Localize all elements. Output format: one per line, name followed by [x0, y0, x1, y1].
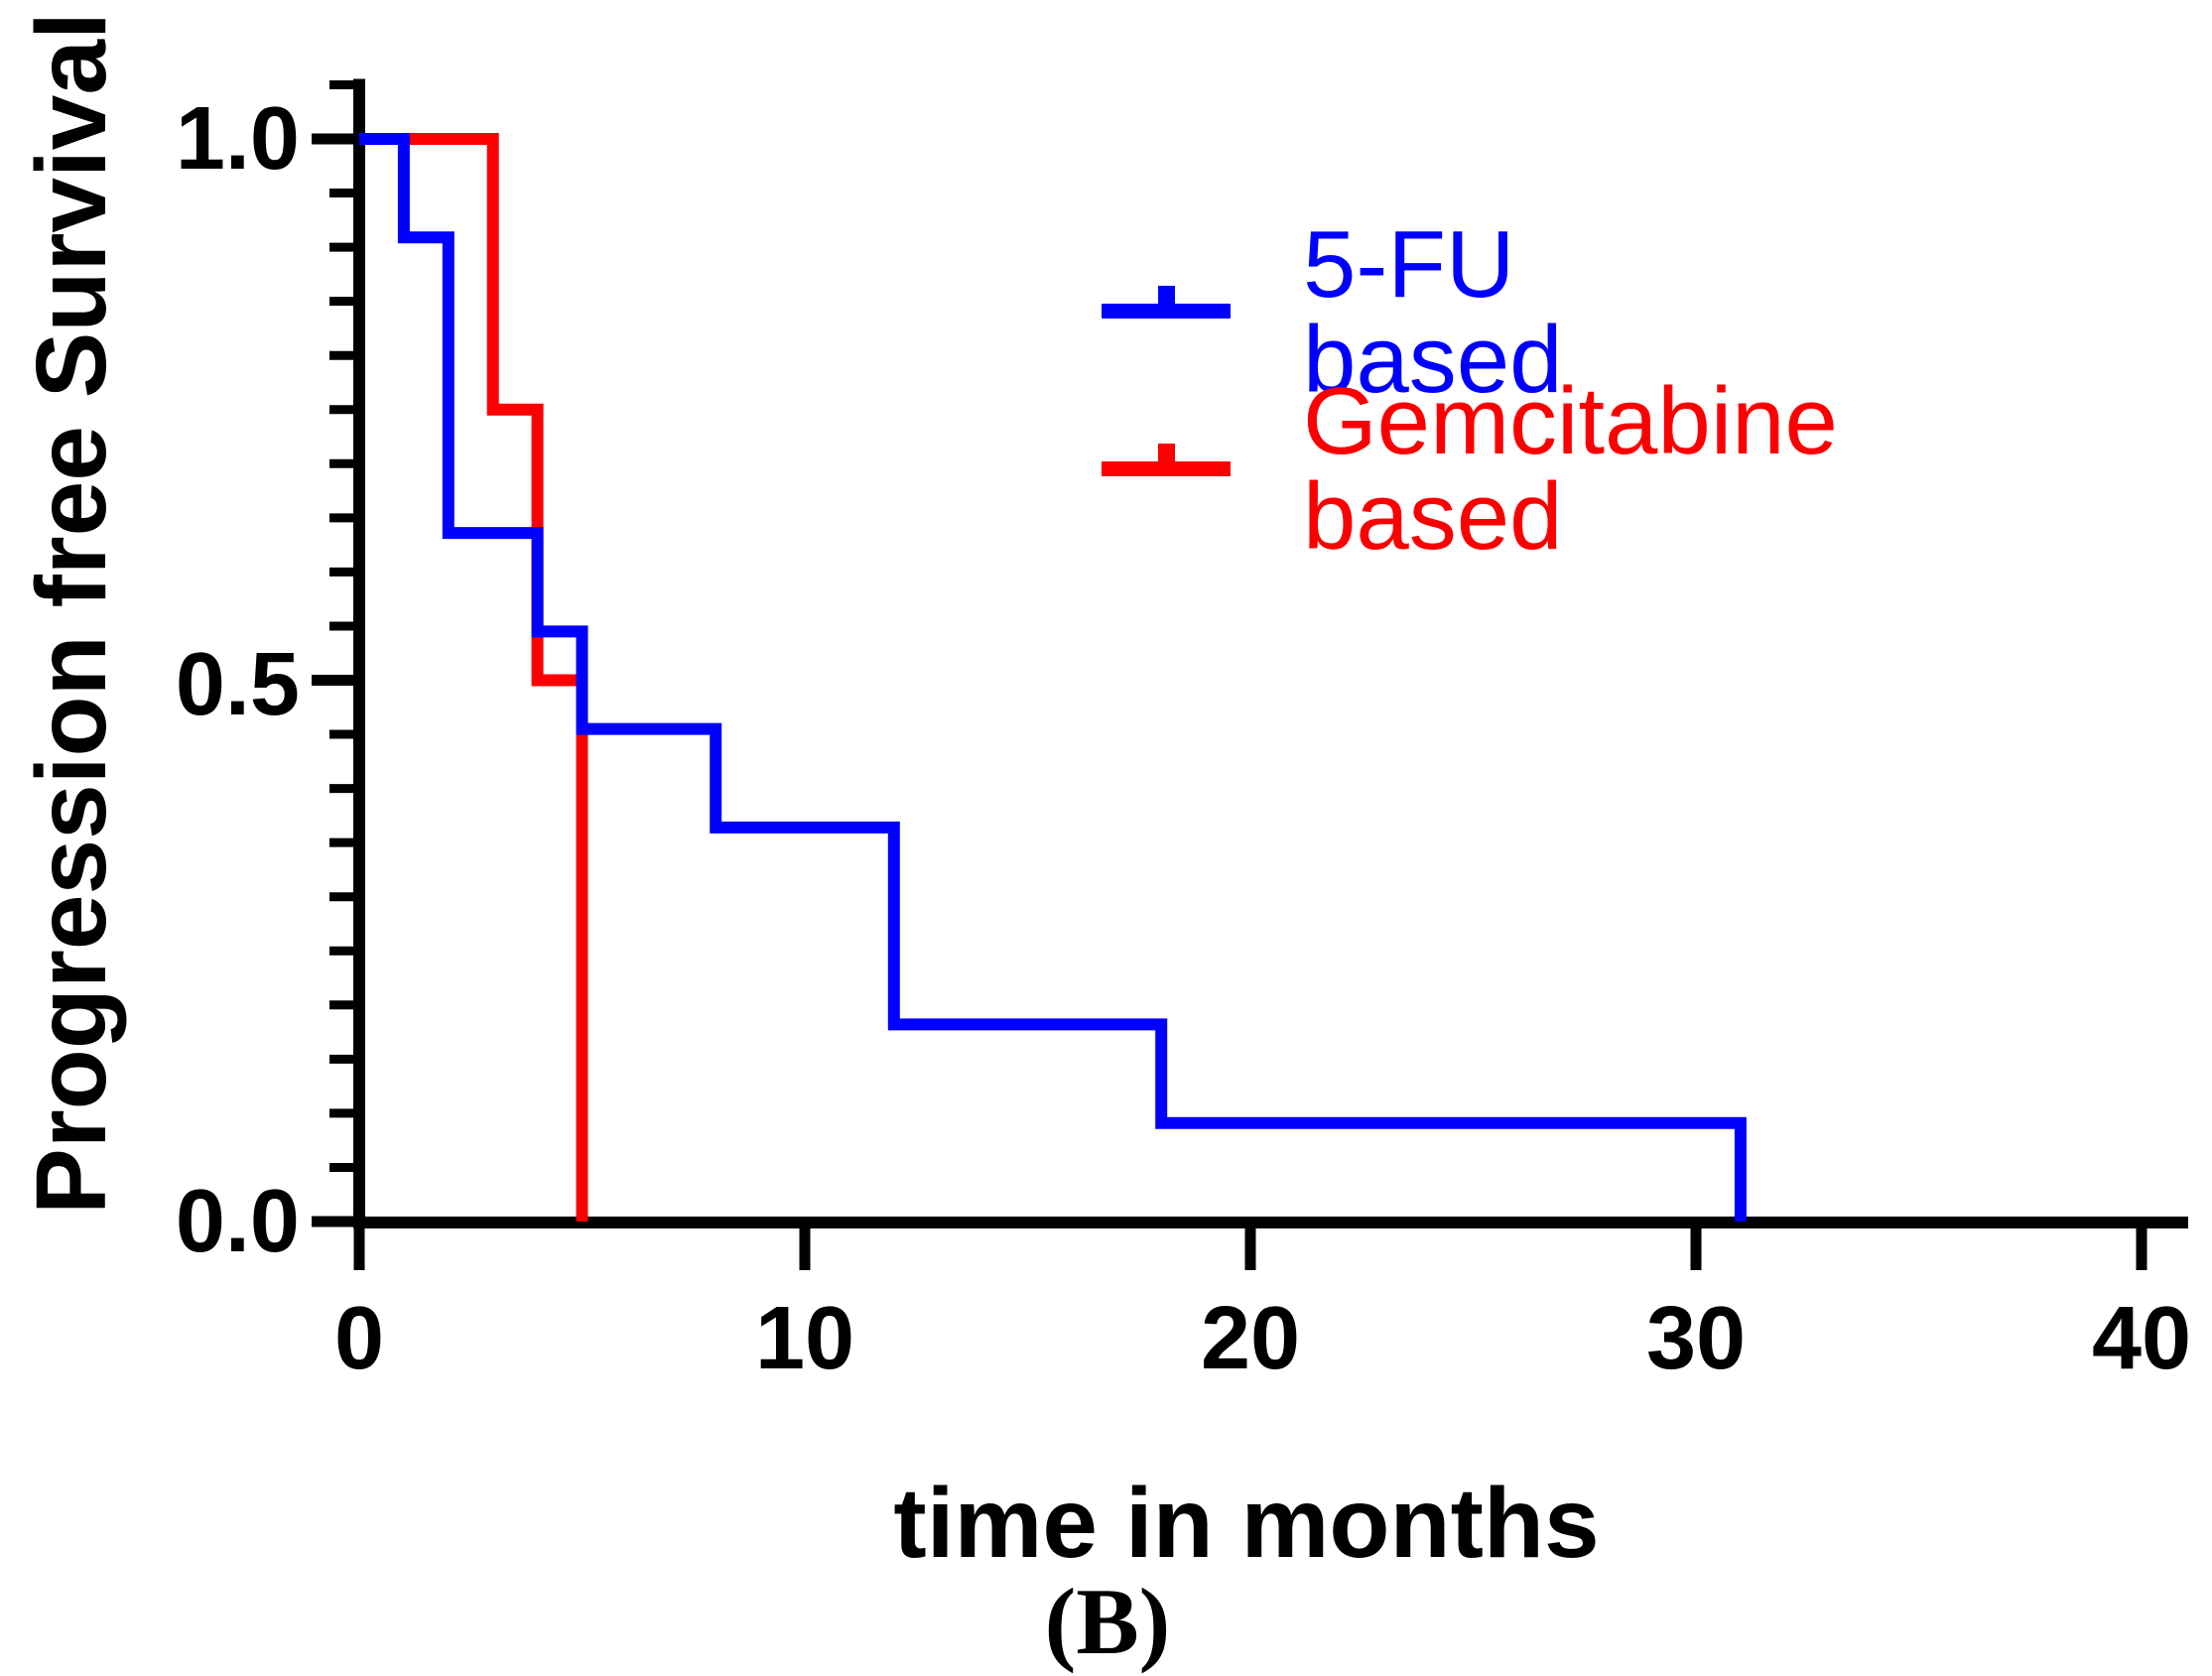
y-tick-label-1.0: 1.0	[175, 89, 300, 189]
legend-marker-line-5fu	[1102, 304, 1231, 319]
x-tick-label-30: 30	[1645, 1289, 1747, 1388]
legend-label-5fu: 5-FU based	[1303, 211, 1563, 413]
x-axis-title: time in months	[893, 1468, 1600, 1579]
panel-caption: (B)	[1044, 1569, 1171, 1674]
legend-marker-tick-gemcitabine	[1158, 444, 1175, 465]
legend-label-gemcitabine: Gemcitabine based	[1303, 368, 1838, 570]
x-tick-label-10: 10	[754, 1289, 855, 1388]
y-axis-title: Progression free Survival	[16, 12, 127, 1215]
y-tick-label-0.5: 0.5	[175, 635, 300, 734]
gemcitabine-survival-curve	[359, 133, 588, 1222]
x-tick-label-40: 40	[2091, 1289, 2192, 1388]
axes	[312, 78, 2188, 1270]
5fu-survival-curve	[359, 133, 1747, 1222]
legend-marker-line-gemcitabine	[1102, 461, 1231, 476]
legend-marker-tick-5fu	[1158, 286, 1175, 308]
x-tick-label-0: 0	[333, 1289, 385, 1388]
y-tick-label-0.0: 0.0	[175, 1172, 300, 1271]
x-tick-label-20: 20	[1200, 1289, 1301, 1388]
